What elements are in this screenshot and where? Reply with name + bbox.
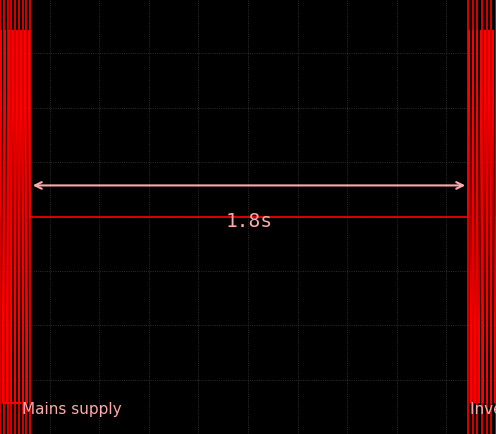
Text: Inverter supply: Inverter supply [470,401,496,416]
Text: Mains supply: Mains supply [22,401,122,416]
Text: 1.8s: 1.8s [226,212,272,231]
